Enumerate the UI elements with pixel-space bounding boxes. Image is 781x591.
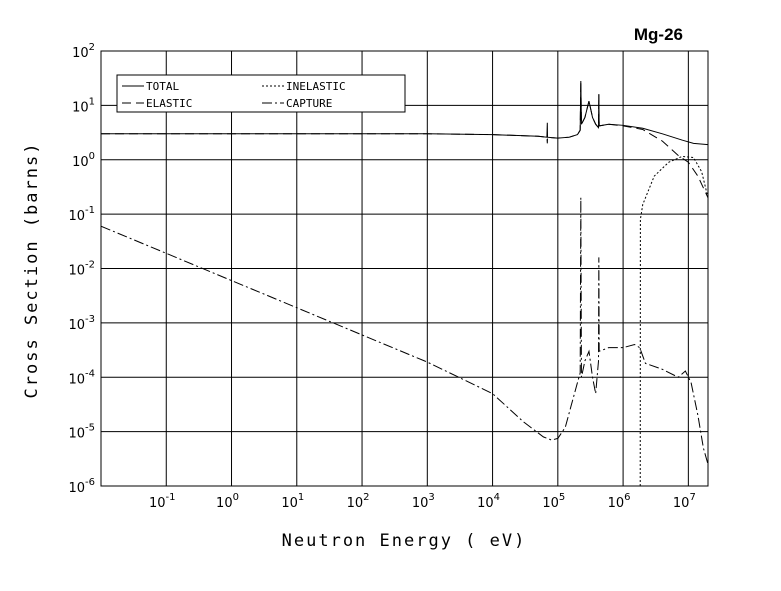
legend: TOTAL ELASTIC INELASTIC CAPTURE <box>116 74 406 113</box>
x-tick-label: 106 <box>608 492 631 511</box>
y-axis-title: Cross Section (barns) <box>22 142 42 399</box>
x-tick-label: 107 <box>673 492 696 511</box>
y-tick-label: 100 <box>72 151 95 170</box>
legend-label-inelastic: INELASTIC <box>286 80 346 93</box>
x-tick-labels: 10-1 100 101 102 103 104 105 106 107 <box>149 492 696 511</box>
legend-label-total: TOTAL <box>146 80 179 93</box>
grid <box>101 50 708 487</box>
x-tick-label: 100 <box>216 492 239 511</box>
x-tick-label: 10-1 <box>149 492 176 511</box>
y-tick-label: 10-3 <box>68 314 95 333</box>
y-tick-label: 10-1 <box>68 205 95 224</box>
x-tick-label: 104 <box>477 492 500 511</box>
plot-frame <box>100 50 709 487</box>
y-tick-label: 102 <box>72 42 95 61</box>
y-tick-label: 101 <box>72 96 95 115</box>
legend-label-elastic: ELASTIC <box>146 97 192 110</box>
x-tick-label: 103 <box>412 492 435 511</box>
x-tick-label: 105 <box>542 492 565 511</box>
y-tick-labels: 10-6 10-5 10-4 10-3 10-2 10-1 100 101 102 <box>68 42 95 496</box>
y-tick-label: 10-6 <box>68 477 95 496</box>
series-inelastic-line <box>639 155 708 486</box>
y-tick-label: 10-4 <box>68 368 95 387</box>
series-layer <box>101 81 708 486</box>
x-tick-label: 101 <box>281 492 304 511</box>
chart-title: Mg-26 <box>634 25 683 44</box>
y-tick-label: 10-2 <box>68 260 95 279</box>
x-tick-label: 102 <box>347 492 370 511</box>
legend-box <box>116 74 406 113</box>
series-elastic-line <box>101 81 708 198</box>
legend-label-capture: CAPTURE <box>286 97 332 110</box>
y-tick-label: 10-5 <box>68 423 95 442</box>
series-capture-line <box>101 197 708 465</box>
x-axis-title: Neutron Energy ( eV) <box>282 531 527 551</box>
